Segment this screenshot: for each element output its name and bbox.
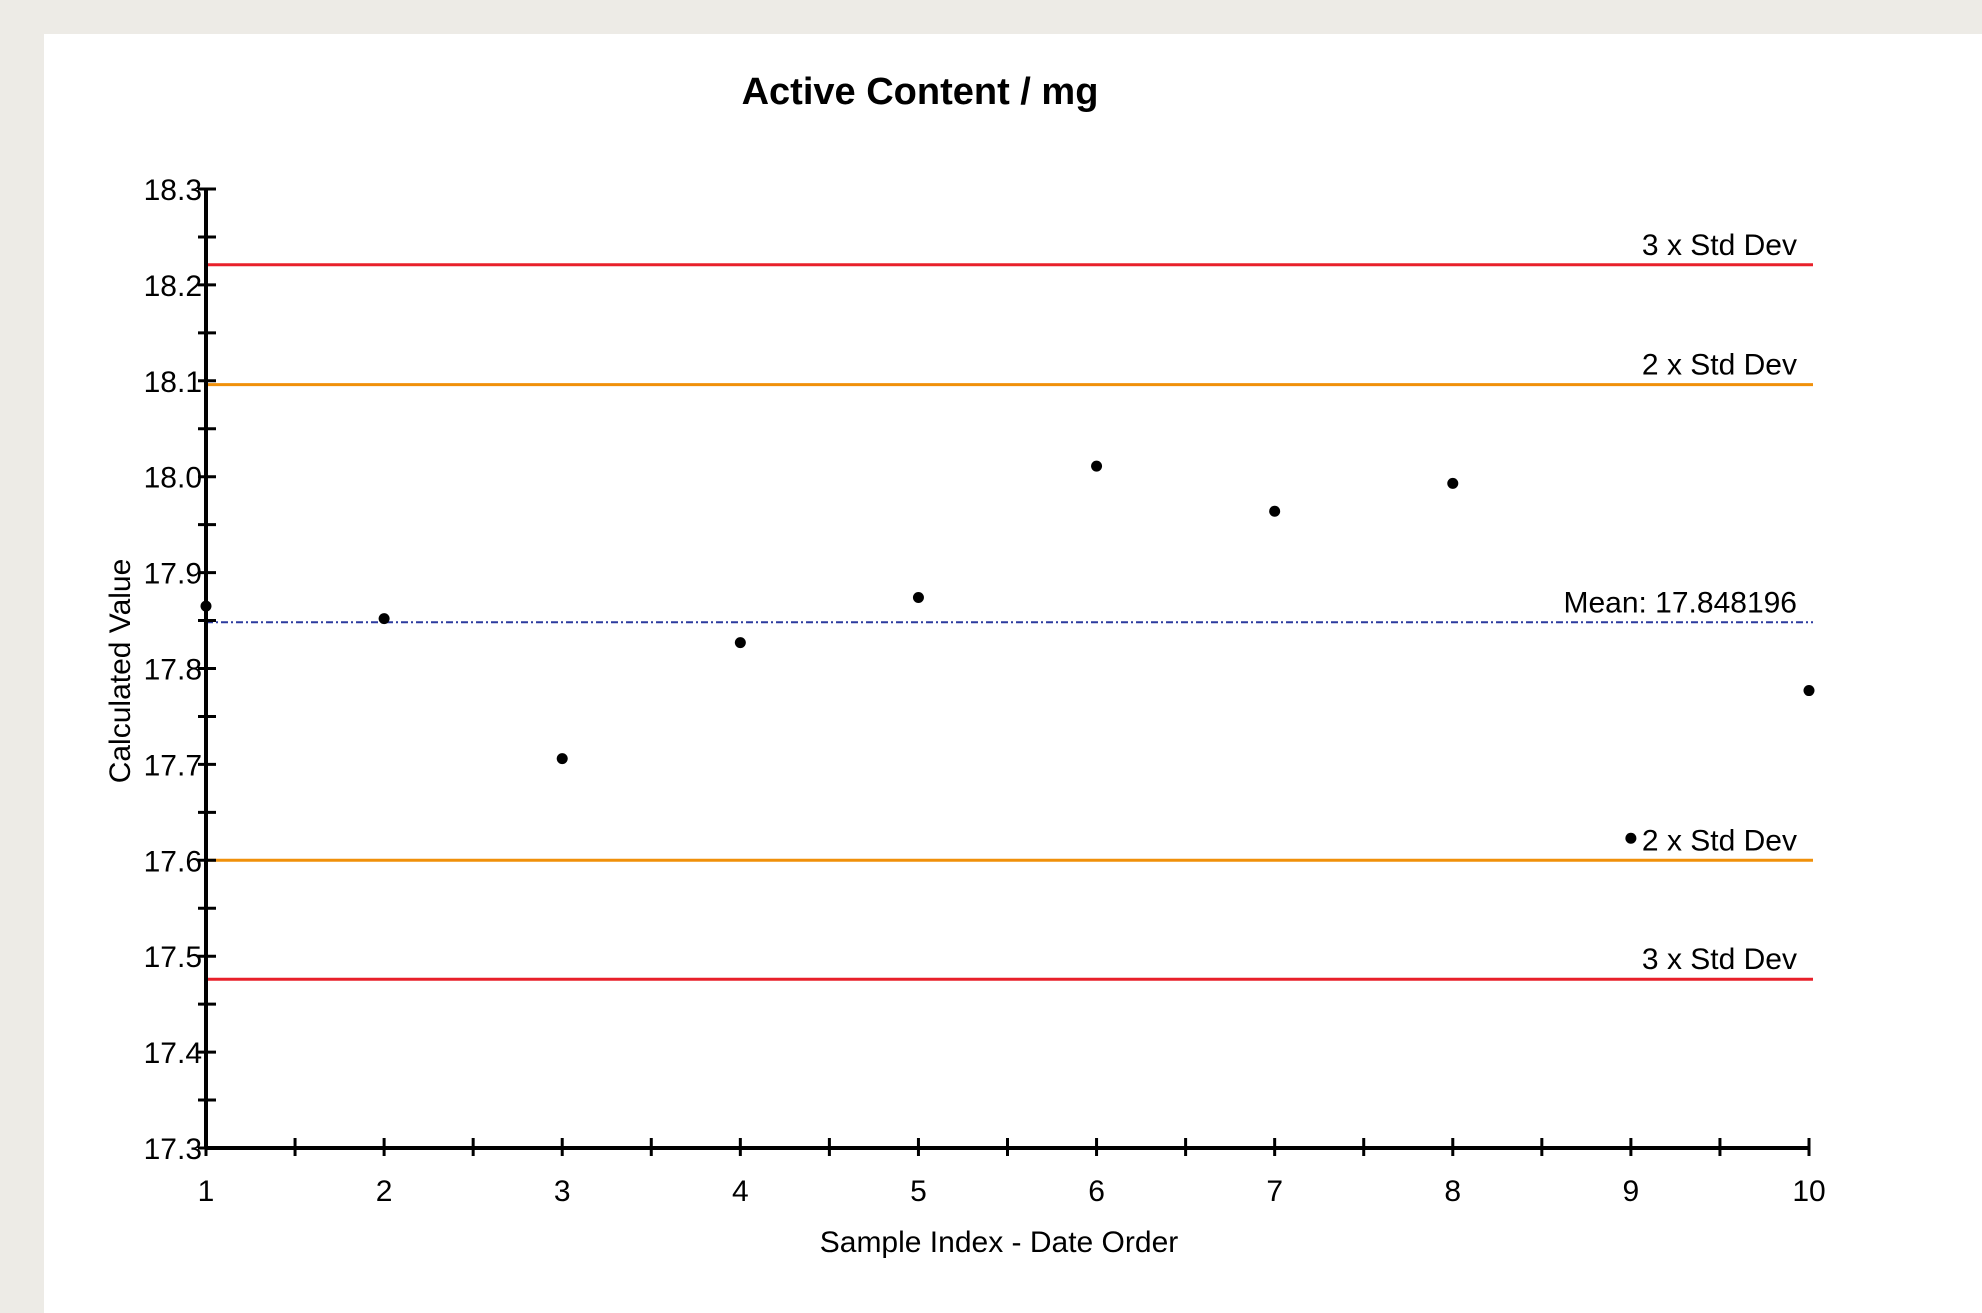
data-point (378, 613, 390, 625)
y-tick-label: 17.9 (144, 558, 202, 591)
y-tick-label: 17.8 (144, 654, 202, 687)
data-point (734, 637, 746, 649)
y-tick-label: 18.1 (144, 366, 202, 399)
y-tick-label: 17.3 (144, 1133, 202, 1166)
x-tick-label: 10 (1792, 1175, 1825, 1208)
y-tick-label: 17.7 (144, 749, 202, 782)
x-tick-label: 6 (1088, 1175, 1105, 1208)
chart-title: Active Content / mg (742, 71, 1099, 113)
y-tick-label: 17.4 (144, 1037, 202, 1070)
y-tick-label: 17.6 (144, 845, 202, 878)
control-chart: Active Content / mg Calculated Value Sam… (104, 71, 1826, 1259)
reference-line-label: 3 x Std Dev (1642, 229, 1797, 262)
y-tick-label: 18.3 (144, 174, 202, 207)
x-tick-label: 5 (910, 1175, 927, 1208)
data-point (1091, 460, 1103, 472)
reference-lines: 3 x Std Dev 2 x Std Dev Mean: 17.848196 2 x… (206, 229, 1813, 981)
data-point (1625, 832, 1637, 844)
reference-line-label: 3 x Std Dev (1642, 943, 1797, 976)
x-tick-label: 4 (732, 1175, 749, 1208)
y-axis-label: Calculated Value (104, 559, 137, 784)
y-tick-label: 18.0 (144, 462, 202, 495)
x-tick-label: 7 (1266, 1175, 1283, 1208)
y-tick-label: 17.5 (144, 941, 202, 974)
y-tick-label: 18.2 (144, 270, 202, 303)
x-axis-label: Sample Index - Date Order (820, 1226, 1179, 1259)
axes: 17.3 17.4 17.5 17.6 17.7 17.8 17.9 18.0 18.1 18.2… (144, 174, 1826, 1208)
data-point (556, 753, 568, 765)
x-tick-label: 3 (554, 1175, 571, 1208)
x-tick-label: 2 (376, 1175, 393, 1208)
data-point (912, 592, 924, 604)
data-point (1269, 505, 1281, 517)
x-tick-label: 8 (1444, 1175, 1461, 1208)
reference-line-label: 2 x Std Dev (1642, 349, 1797, 382)
data-points (200, 460, 1815, 844)
data-point (200, 600, 212, 612)
data-point (1447, 477, 1459, 489)
x-tick-label: 9 (1623, 1175, 1640, 1208)
chart-panel: Active Content / mg Calculated Value Sam… (44, 34, 1982, 1313)
x-tick-label: 1 (198, 1175, 215, 1208)
data-point (1803, 685, 1815, 697)
reference-line-label: 2 x Std Dev (1642, 824, 1797, 857)
reference-line-label: Mean: 17.848196 (1563, 586, 1797, 619)
